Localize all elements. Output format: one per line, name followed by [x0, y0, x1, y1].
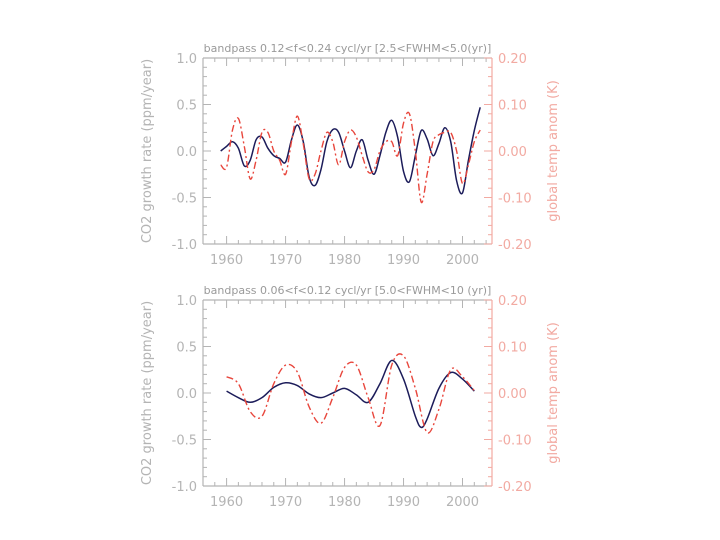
- chart-panel-2: bandpass 0.06<f<0.12 cycl/yr [5.0<FWHM<1…: [140, 284, 561, 510]
- temp-anomaly-series-line: [220, 111, 481, 204]
- y-tick-label: 0.5: [176, 99, 197, 114]
- x-tick-label: 1960: [210, 253, 243, 268]
- y2-tick-label: -0.10: [498, 192, 532, 207]
- y2-tick-label: -0.10: [498, 434, 532, 449]
- x-tick-label: 1990: [387, 253, 420, 268]
- y2-axis-title: global temp anom (K): [546, 322, 561, 464]
- y2-tick-label: -0.20: [498, 480, 532, 495]
- y2-tick-label: 0.10: [498, 341, 527, 356]
- y2-tick-label: 0.10: [498, 99, 527, 114]
- y-tick-label: -0.5: [172, 434, 197, 449]
- x-tick-label: 1990: [387, 495, 420, 510]
- y-tick-label: -1.0: [172, 238, 197, 253]
- y2-tick-label: 0.20: [498, 52, 527, 67]
- y-tick-label: 1.0: [176, 294, 197, 309]
- y-tick-label: -1.0: [172, 480, 197, 495]
- y2-tick-label: 0.00: [498, 387, 527, 402]
- y2-tick-label: 0.00: [498, 145, 527, 160]
- y-tick-label: 0.0: [176, 145, 197, 160]
- co2-growth-series-line: [226, 359, 475, 429]
- temp-anomaly-series-line: [226, 353, 475, 434]
- x-tick-label: 1960: [210, 495, 243, 510]
- y2-tick-label: 0.20: [498, 294, 527, 309]
- y-axis-title: CO2 growth rate (ppm/year): [140, 301, 155, 485]
- x-tick-label: 1970: [269, 495, 302, 510]
- y-tick-label: -0.5: [172, 192, 197, 207]
- y-tick-label: 1.0: [176, 52, 197, 67]
- y2-axis-title: global temp anom (K): [546, 80, 561, 222]
- x-tick-label: 1980: [328, 495, 361, 510]
- chart-title: bandpass 0.12<f<0.24 cycl/yr [2.5<FWHM<5…: [204, 42, 492, 55]
- x-tick-label: 2000: [446, 495, 479, 510]
- x-tick-label: 1980: [328, 253, 361, 268]
- y-axis-title: CO2 growth rate (ppm/year): [140, 59, 155, 243]
- chart-title: bandpass 0.06<f<0.12 cycl/yr [5.0<FWHM<1…: [204, 284, 492, 297]
- y-tick-label: 0.0: [176, 387, 197, 402]
- y2-tick-label: -0.20: [498, 238, 532, 253]
- x-tick-label: 1970: [269, 253, 302, 268]
- x-tick-label: 2000: [446, 253, 479, 268]
- co2-growth-series-line: [220, 107, 481, 195]
- chart-panel-1: bandpass 0.12<f<0.24 cycl/yr [2.5<FWHM<5…: [140, 42, 561, 268]
- y-tick-label: 0.5: [176, 341, 197, 356]
